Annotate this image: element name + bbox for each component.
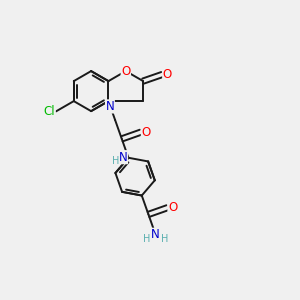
Text: H: H <box>161 234 168 244</box>
Text: H: H <box>112 156 119 166</box>
Text: O: O <box>168 201 177 214</box>
Text: O: O <box>163 68 172 81</box>
Text: N: N <box>106 100 114 113</box>
Text: H: H <box>143 234 151 244</box>
Text: N: N <box>151 228 160 241</box>
Text: Cl: Cl <box>44 105 55 118</box>
Text: O: O <box>141 126 151 139</box>
Text: O: O <box>121 64 130 78</box>
Text: N: N <box>119 151 128 164</box>
